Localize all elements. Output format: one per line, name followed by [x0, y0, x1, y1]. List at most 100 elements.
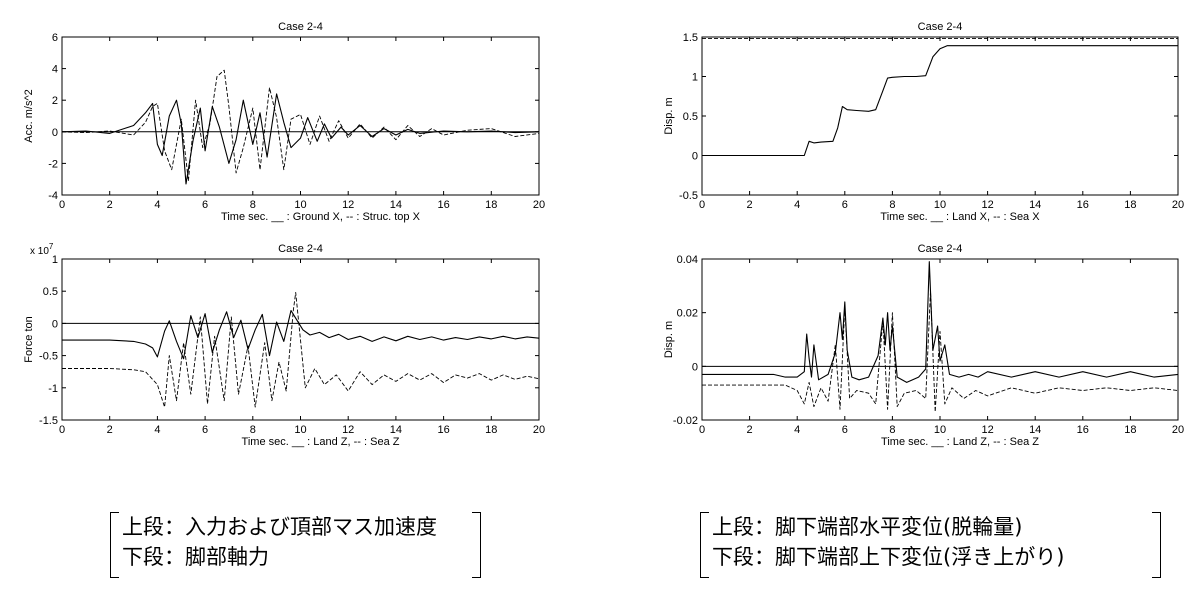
x-tick-label: 4	[154, 424, 160, 436]
x-tick-label: 2	[107, 199, 113, 211]
x-tick-label: 10	[294, 424, 306, 436]
x-tick-label: 20	[533, 424, 545, 436]
x-tick-label: 20	[533, 199, 545, 211]
y-tick-label: 2	[52, 95, 58, 107]
x-tick-label: 12	[981, 199, 993, 211]
caption-right-bracket-open	[700, 512, 709, 578]
x-tick-label: 0	[59, 199, 65, 211]
caption-left-bracket-open	[110, 512, 119, 578]
chart-disp-z: Case 2-40 2 4 6 8 10 12 14 16 18 20-0.0200.020.04T…	[663, 243, 1184, 448]
y-tick-label: -1.5	[39, 415, 58, 427]
x-tick-label: 4	[154, 199, 160, 211]
chart-title: Case 2-4	[278, 243, 323, 255]
x-tick-label: 2	[747, 199, 753, 211]
chart-force: Case 2-4 0 2 4 6 8 10 12 14 16 18 20 -1.5 -1 -0.5 0 0.5 1…	[23, 242, 545, 448]
x-tick-label: 8	[250, 199, 256, 211]
x-tick-label: 0	[59, 424, 65, 436]
y-axis-label: Force ton	[23, 316, 35, 362]
caption-right-bracket-close	[1152, 512, 1161, 578]
x-tick-label: 0	[699, 199, 705, 211]
x-tick-label: 18	[485, 199, 497, 211]
y-axis-label: Acc. m/s^2	[23, 89, 35, 142]
x-tick-label: 14	[1029, 199, 1041, 211]
series-line-solid	[61, 93, 540, 185]
x-tick-label: 2	[747, 424, 753, 436]
series-line-solid	[702, 45, 1178, 157]
y-tick-label: 0.02	[677, 308, 698, 320]
x-axis-label: Time sec. __ : Ground X, -- : Struc. top…	[221, 211, 421, 223]
x-tick-label: 2	[107, 424, 113, 436]
chart-title: Case 2-4	[278, 21, 323, 33]
y-tick-label: -4	[48, 190, 58, 202]
x-axis-label: Time sec. __ : Land Z, -- : Sea Z	[242, 436, 400, 448]
series-line-dashed	[62, 292, 540, 408]
y-tick-label: 6	[52, 32, 58, 44]
x-tick-label: 4	[794, 199, 800, 211]
x-tick-label: 16	[1077, 199, 1089, 211]
y-tick-label: 1	[692, 72, 698, 84]
x-tick-label: 10	[294, 199, 306, 211]
x-tick-label: 12	[342, 199, 354, 211]
x-tick-label: 18	[485, 424, 497, 436]
x-tick-label: 10	[934, 424, 946, 436]
x-tick-label: 6	[202, 424, 208, 436]
x-axis-label: Time sec. __ : Land X, -- : Sea X	[880, 211, 1040, 223]
x-tick-label: 10	[934, 199, 946, 211]
x-tick-label: 14	[390, 199, 402, 211]
series-line-dashed	[61, 69, 540, 182]
series-line-solid	[62, 309, 540, 360]
x-axis-label: Time sec. __ : Land Z, -- : Sea Z	[881, 436, 1039, 448]
y-axis-label: Disp. m	[663, 97, 675, 134]
chart-acc: Case 2-4 0 2 4 6 8 10 12 14 16 18 20 -4 -2 0 2 4 6 Time se…	[23, 21, 545, 223]
x-tick-label: 4	[794, 424, 800, 436]
x-tick-label: 20	[1172, 199, 1184, 211]
caption-right-line-1: 上段：脚下端部水平変位(脱輪量)	[712, 515, 1023, 539]
y-tick-label: -0.5	[39, 351, 58, 363]
x-tick-label: 6	[842, 424, 848, 436]
x-tick-label: 8	[889, 424, 895, 436]
caption-left-line-1: 上段：入力および頂部マス加速度	[122, 515, 437, 539]
x-tick-label: 16	[437, 424, 449, 436]
y-tick-label: -1	[48, 383, 58, 395]
caption-left: 上段：入力および頂部マス加速度 下段：脚部軸力	[110, 512, 481, 578]
y-tick-label: -0.5	[679, 190, 698, 202]
series-line-dashed	[702, 290, 1179, 413]
x-tick-label: 20	[1172, 424, 1184, 436]
caption-left-line-2: 下段：脚部軸力	[122, 545, 269, 569]
y-tick-label: 0	[52, 127, 58, 139]
x-tick-label: 16	[1077, 424, 1089, 436]
y-tick-label: 4	[52, 64, 58, 76]
plot-frame	[701, 36, 1179, 196]
y-tick-label: 0	[52, 318, 58, 330]
x-tick-label: 16	[437, 199, 449, 211]
x-tick-label: 8	[250, 424, 256, 436]
y-tick-label: 0.04	[677, 254, 698, 266]
y-tick-label: 1	[52, 254, 58, 266]
chart-disp-x: Case 2-40 2 4 6 8 10 12 14 16 18 20-0.500.511.5Tim…	[663, 21, 1184, 223]
series-line-solid	[702, 261, 1179, 383]
y-tick-label: 0.5	[43, 286, 58, 298]
x-tick-label: 14	[1029, 424, 1041, 436]
axis-multiplier-exponent: 7	[49, 242, 54, 251]
y-tick-label: 0	[692, 361, 698, 373]
caption-left-bracket-close	[472, 512, 481, 578]
y-tick-label: 1.5	[683, 32, 698, 44]
x-tick-label: 0	[699, 424, 705, 436]
chart-title: Case 2-4	[918, 243, 963, 255]
x-tick-label: 18	[1124, 424, 1136, 436]
axis-multiplier: x 107	[30, 242, 54, 257]
x-tick-label: 8	[889, 199, 895, 211]
x-tick-label: 18	[1124, 199, 1136, 211]
plot-frame	[701, 258, 1179, 421]
y-tick-label: 0.5	[683, 111, 698, 123]
x-tick-label: 6	[842, 199, 848, 211]
x-tick-label: 6	[202, 199, 208, 211]
x-tick-label: 14	[390, 424, 402, 436]
plot-frame	[61, 36, 540, 196]
caption-right-line-2: 下段：脚下端部上下変位(浮き上がり)	[712, 545, 1065, 569]
x-tick-label: 12	[342, 424, 354, 436]
y-axis-label: Disp. m	[663, 321, 675, 358]
y-tick-label: 0	[692, 151, 698, 163]
y-tick-label: -2	[48, 158, 58, 170]
